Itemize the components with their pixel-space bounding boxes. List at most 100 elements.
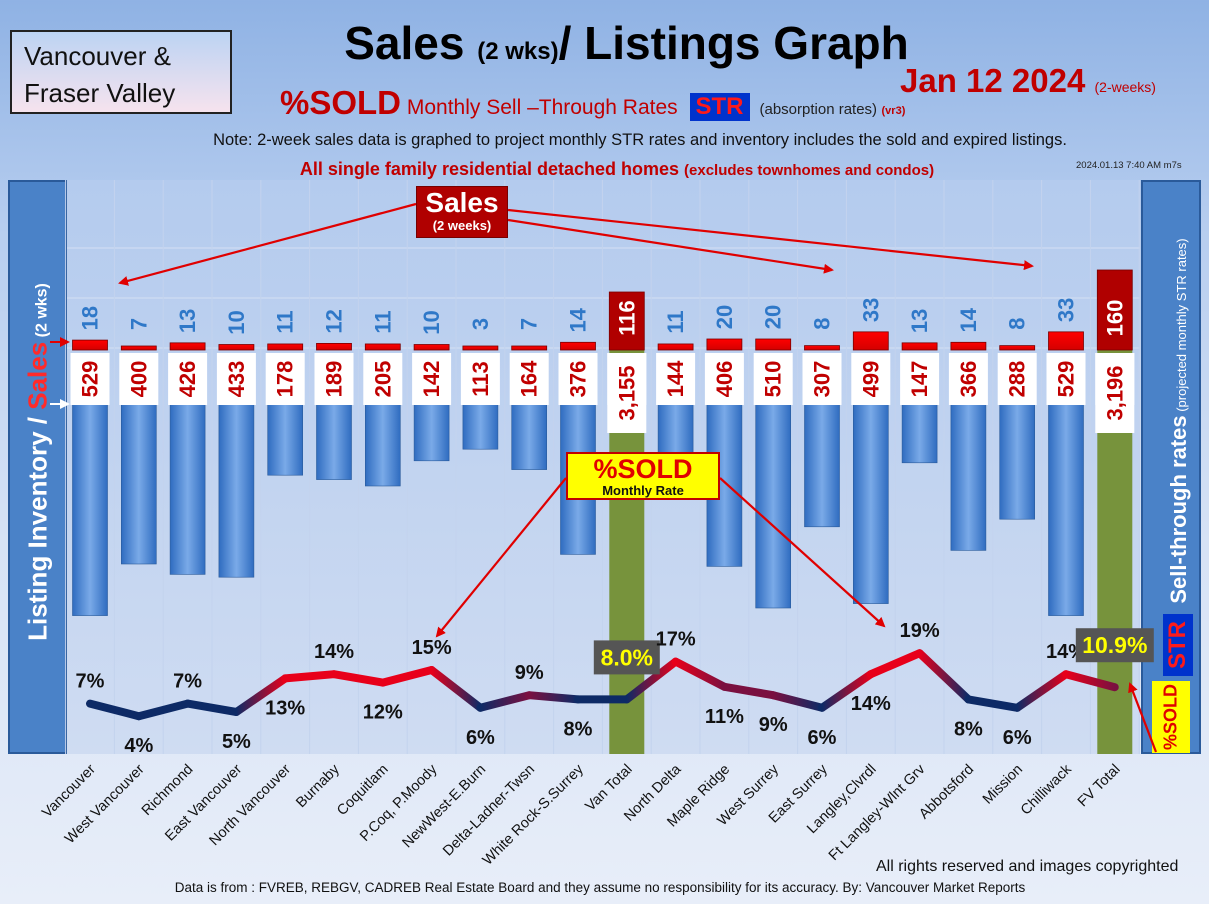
- listing-bar: [901, 403, 938, 464]
- pct-label: 4%: [124, 735, 153, 757]
- sales-callout: Sales (2 weeks): [416, 186, 508, 238]
- copyright: All rights reserved and images copyright…: [876, 858, 1179, 875]
- listing-bar: [72, 403, 108, 616]
- pct-label: 17%: [656, 629, 696, 651]
- sales-label: 20: [761, 305, 786, 329]
- sales-bar: [462, 345, 499, 351]
- listing-bar: [511, 403, 548, 470]
- pct-label: 14%: [314, 641, 354, 663]
- inventory-label-box: [216, 353, 256, 405]
- sales-label: 8: [1005, 317, 1030, 329]
- sales-label: 11: [370, 310, 395, 333]
- sold-line-segment: [330, 670, 387, 687]
- sales-label: 18: [78, 306, 103, 330]
- sales-bar: [72, 339, 108, 351]
- sales-bar: [999, 345, 1036, 351]
- pct-label-total: 8.0%: [601, 644, 653, 670]
- sold-line-segment: [769, 691, 826, 712]
- listing-bar: [316, 403, 352, 480]
- inventory-label-box: [363, 353, 403, 405]
- sales-bar: [657, 343, 694, 351]
- pct-label: 6%: [466, 727, 495, 749]
- inventory-label-box: [509, 353, 549, 405]
- inventory-label-box: [948, 353, 988, 405]
- listing-bar: [121, 403, 157, 565]
- category-label: Mission: [980, 762, 1026, 808]
- inventory-label: 147: [907, 361, 932, 398]
- sold-line-segment: [476, 691, 534, 712]
- sales-bar: [950, 341, 987, 351]
- pct-label: 6%: [1003, 727, 1032, 749]
- sold-line-segment: [134, 699, 192, 721]
- sales-bar: [364, 343, 401, 351]
- sales-label: 11: [273, 310, 298, 333]
- category-label: Delta-Ladner-Twsn: [440, 762, 538, 860]
- sales-bar: [169, 342, 206, 351]
- sales-label: 13: [907, 309, 932, 333]
- inventory-label-box: [802, 353, 842, 405]
- sales-bar: [755, 338, 792, 351]
- pct-label: 14%: [851, 693, 891, 715]
- sales-label: 160: [1102, 300, 1127, 337]
- sales-bar: [852, 331, 889, 351]
- chart-note: Note: 2-week sales data is graphed to pr…: [213, 131, 1067, 149]
- inventory-label: 164: [517, 360, 542, 397]
- listing-bar: [267, 403, 304, 476]
- sales-label: 8: [810, 317, 835, 329]
- sales-label: 13: [175, 309, 200, 333]
- date-suffix: (2-weeks): [1094, 79, 1156, 95]
- sold-line-segment: [378, 666, 436, 687]
- subnote-main: All single family residential detached h…: [299, 159, 685, 179]
- sold-line-segment: [818, 670, 875, 712]
- inventory-label: 178: [273, 361, 298, 398]
- inventory-label: 113: [468, 361, 493, 397]
- inventory-label: 529: [1054, 361, 1079, 398]
- inventory-label: 499: [858, 361, 883, 398]
- sales-label: 20: [712, 305, 737, 329]
- listing-bar: [950, 403, 987, 551]
- sales-callout-title: Sales: [425, 187, 499, 218]
- inventory-label: 144: [663, 360, 688, 397]
- inventory-label: 433: [224, 361, 249, 398]
- sold-arrow: [435, 477, 567, 638]
- region-line-2: Fraser Valley: [24, 78, 176, 108]
- inventory-label-box: [460, 353, 500, 405]
- sales-label: 3: [468, 318, 493, 330]
- listing-bar: [852, 403, 889, 604]
- pct-label: 11%: [705, 706, 744, 728]
- pct-label: 6%: [808, 727, 837, 749]
- sold-line-segment: [525, 691, 582, 704]
- total-pct-box: [593, 640, 660, 675]
- sales-label: 10: [224, 310, 249, 334]
- sold-line-segment: [232, 674, 290, 716]
- inventory-label-box: [1046, 353, 1086, 405]
- inventory-label-box-total: [607, 353, 647, 433]
- inventory-label: 426: [175, 361, 200, 398]
- inventory-label-box: [753, 353, 793, 405]
- inventory-label: 529: [78, 361, 103, 398]
- pct-label: 8%: [954, 718, 983, 740]
- left-axis-panel: Listing Inventory / Sales (2 wks): [8, 180, 67, 754]
- sales-bar: [901, 342, 938, 351]
- sales-bar: [413, 344, 450, 351]
- sold-line-segment: [427, 666, 485, 712]
- inventory-label-box: [119, 353, 159, 405]
- sold-line-segment: [720, 682, 778, 700]
- sold-line-segment: [964, 695, 1022, 712]
- category-label: FV Total: [1075, 762, 1124, 811]
- listing-bar: [1048, 403, 1084, 616]
- sales-bar: [1096, 269, 1133, 351]
- category-label: Burnaby: [293, 761, 343, 811]
- sales-bar: [706, 338, 743, 351]
- sales-label: 11: [663, 310, 688, 333]
- inventory-label: 406: [712, 361, 737, 398]
- inventory-label-box: [900, 353, 940, 405]
- inventory-label-box: [412, 353, 452, 405]
- sold-line-segment: [86, 699, 143, 721]
- str-badge: STR: [1163, 614, 1193, 676]
- sales-bar: [511, 345, 548, 351]
- sold-arrow: [1128, 682, 1158, 753]
- pct-label: 12%: [363, 702, 403, 724]
- sales-bar: [316, 342, 352, 351]
- sales-label: 10: [419, 310, 444, 334]
